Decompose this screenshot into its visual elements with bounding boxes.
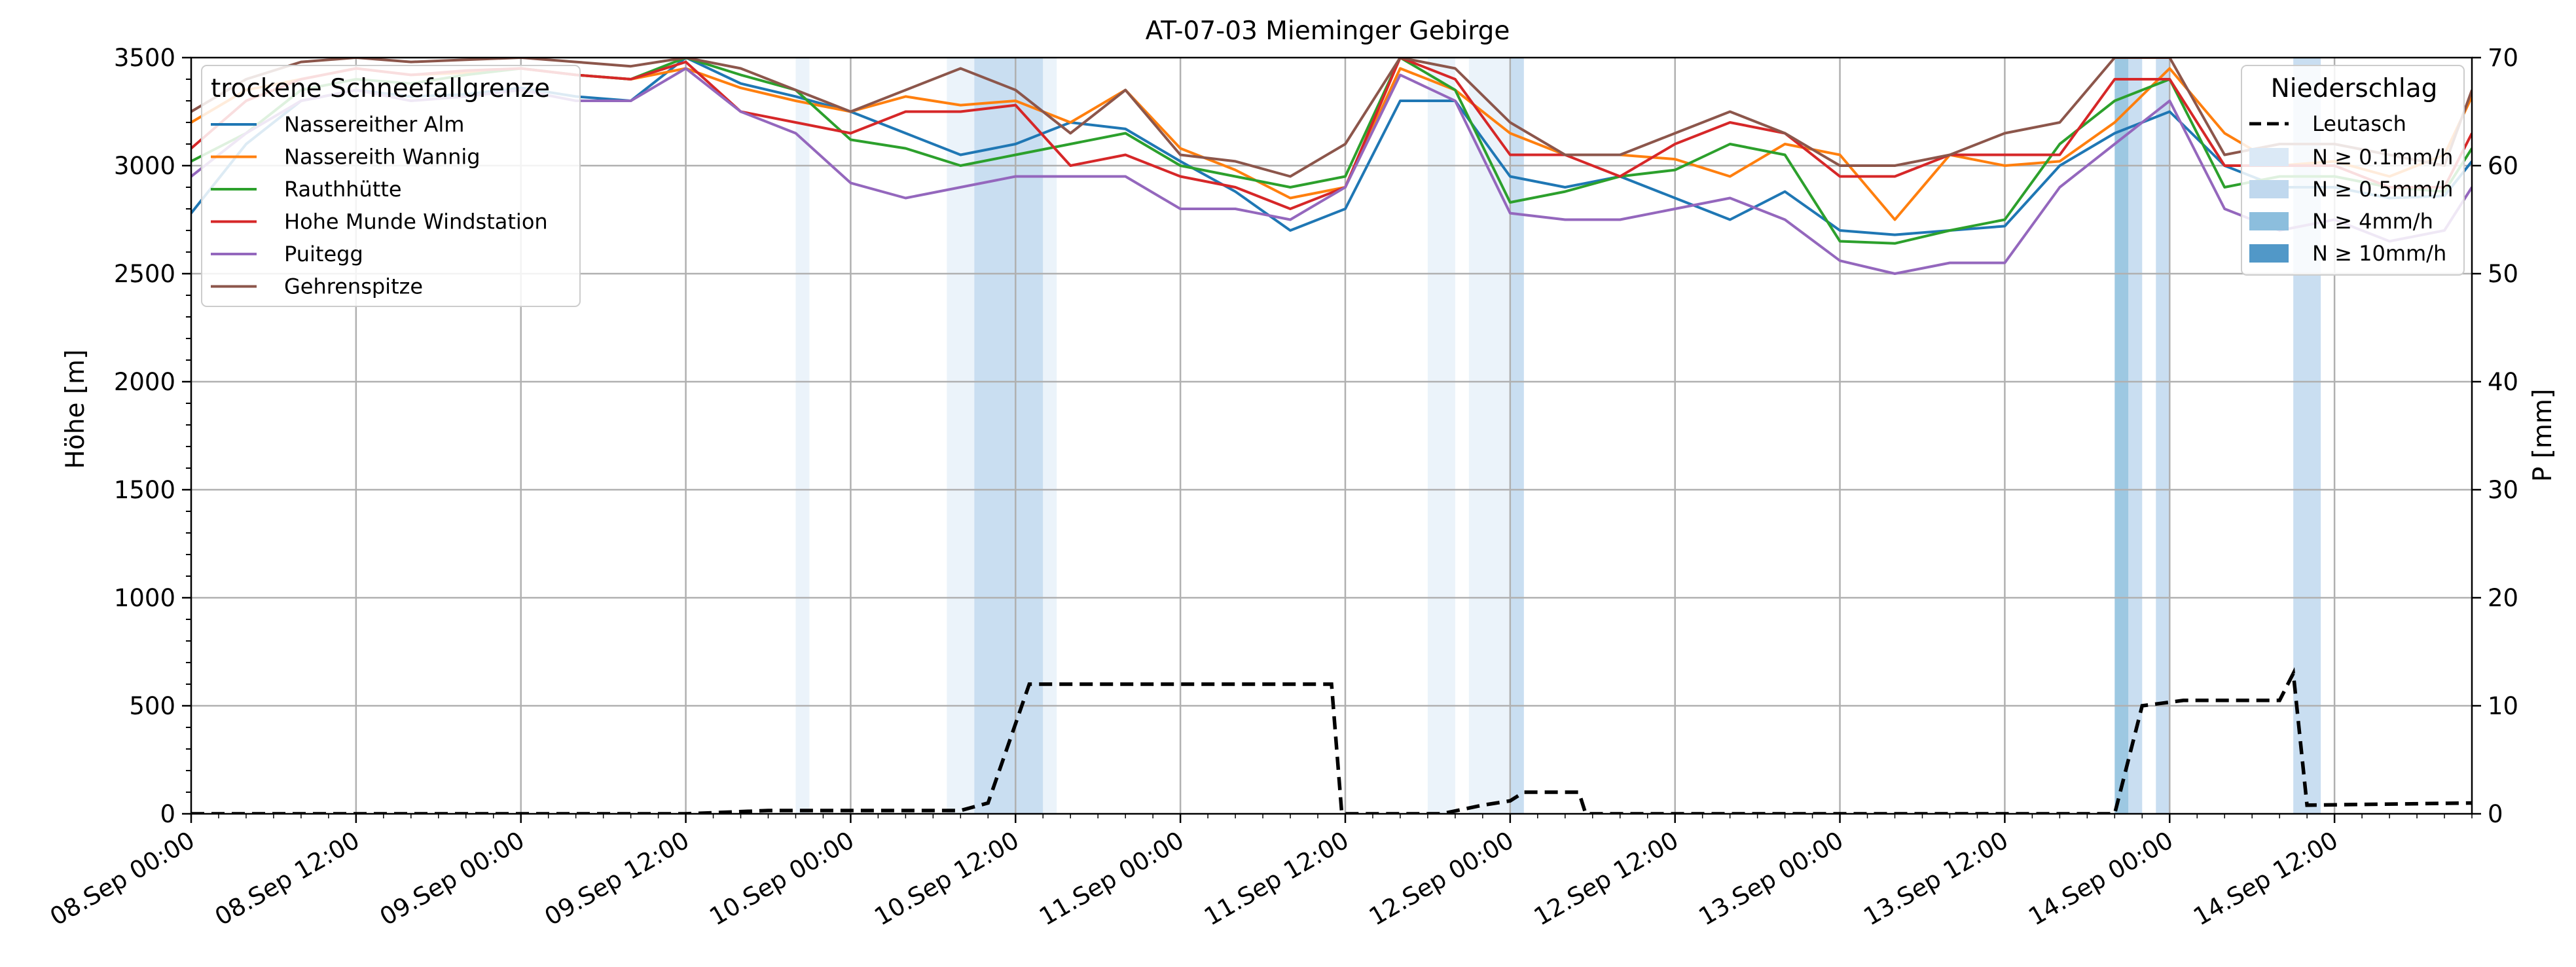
y-tick-label-7: 3500 <box>114 44 175 72</box>
plot-frame <box>190 56 2473 815</box>
legend-precip-box <box>2241 65 2465 276</box>
precip-band-3 <box>1043 58 1057 814</box>
y2-tick-label-7: 70 <box>2488 44 2518 72</box>
legend-snowline: trockene Schneefallgrenze Nassereither A… <box>201 65 581 307</box>
y2-tick-label-4: 40 <box>2488 368 2518 396</box>
y2-axis-label: P [mm] <box>2528 389 2558 482</box>
legend-precip-label-3: N ≥ 10mm/h <box>2312 241 2446 266</box>
y2-tick-label-1: 10 <box>2488 692 2518 720</box>
precip-line-leutasch <box>191 666 2472 814</box>
y-tick-label-3: 1500 <box>114 476 175 504</box>
y2-tick-label-2: 20 <box>2488 584 2518 612</box>
precip-band-1 <box>947 58 975 814</box>
legend-precip-label-1: N ≥ 0.5mm/h <box>2312 177 2453 202</box>
legend-precip-items: N ≥ 0.1mm/h N ≥ 0.5mm/h N ≥ 4mm/h N ≥ 10mm/… <box>2249 145 2453 266</box>
precip-band-7 <box>2114 58 2129 814</box>
y2-tick-label-5: 50 <box>2488 260 2518 288</box>
y2-tick-label-0: 0 <box>2488 800 2503 828</box>
y2-tick-label-6: 60 <box>2488 152 2518 180</box>
precip-band-6 <box>1510 58 1524 814</box>
legend-snowline-items: Nassereither Alm Nassereith Wannig Rauthhü… <box>211 112 548 299</box>
legend-precip-title: Niederschlag <box>2271 74 2438 103</box>
y-axis-label: Höhe [m] <box>61 350 90 469</box>
legend-label-3: Hohe Munde Windstation <box>284 210 548 234</box>
precip-band-2 <box>974 58 1043 814</box>
y-tick-label-1: 500 <box>129 692 175 720</box>
legend-precip-swatch-1 <box>2249 180 2289 198</box>
y-tick-label-0: 0 <box>160 800 175 828</box>
y-tick-label-2: 1000 <box>114 584 175 612</box>
legend-snowline-title: trockene Schneefallgrenze <box>211 74 550 103</box>
y2-tick-label-3: 30 <box>2488 476 2518 504</box>
precip-band-0 <box>795 58 810 814</box>
legend-label-5: Gehrenspitze <box>284 274 423 299</box>
legend-precipitation: Niederschlag Leutasch N ≥ 0.1mm/h N ≥ 0.5… <box>2241 65 2465 276</box>
y-tick-label-4: 2000 <box>114 368 175 396</box>
series-line-gehrenspitze <box>191 58 2472 178</box>
precip-band-8 <box>2128 58 2143 814</box>
chart-title: AT-07-03 Mieminger Gebirge <box>1146 16 1510 46</box>
legend-label-1: Nassereith Wannig <box>284 145 481 170</box>
grid <box>191 58 2472 814</box>
legend-precip-swatch-3 <box>2249 244 2289 263</box>
precip-bands <box>795 58 2321 814</box>
legend-precip-label-0: N ≥ 0.1mm/h <box>2312 145 2453 170</box>
legend-snowline-box <box>201 65 581 307</box>
precip-band-9 <box>2156 58 2170 814</box>
precip-band-4 <box>1427 58 1455 814</box>
legend-precip-label-2: N ≥ 4mm/h <box>2312 209 2433 234</box>
legend-leutasch-label: Leutasch <box>2312 111 2406 136</box>
legend-label-0: Nassereither Alm <box>284 112 464 137</box>
legend-precip-swatch-2 <box>2249 212 2289 230</box>
precip-band-5 <box>1468 58 1510 814</box>
legend-label-2: Rauthhütte <box>284 177 402 202</box>
y-tick-label-6: 3000 <box>114 152 175 180</box>
legend-precip-swatch-0 <box>2249 148 2289 166</box>
y-tick-label-5: 2500 <box>114 260 175 288</box>
legend-label-4: Puitegg <box>284 242 363 266</box>
